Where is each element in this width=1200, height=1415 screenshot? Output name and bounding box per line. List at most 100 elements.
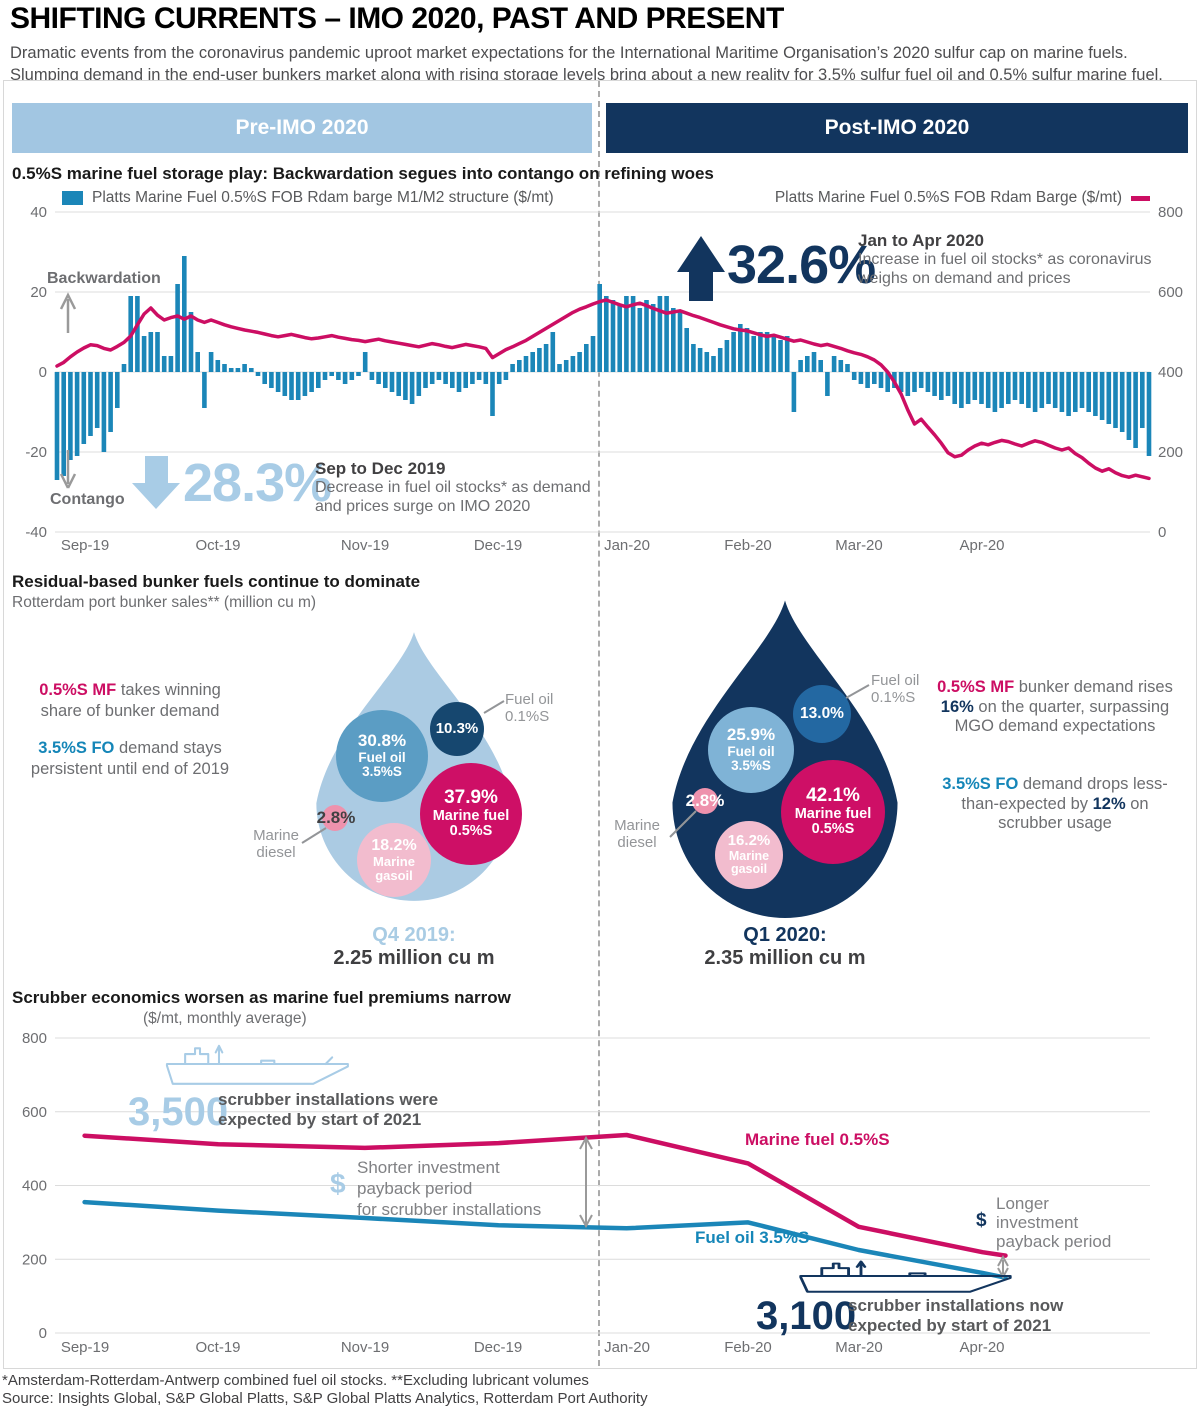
page-subtitle: Dramatic events from the coronavirus pan…: [10, 44, 1163, 84]
m1m2-bar: [1086, 372, 1091, 412]
m1m2-bar: [168, 356, 174, 372]
m1m2-bar: [523, 356, 529, 372]
m1m2-bar: [831, 356, 837, 372]
m1m2-bar: [932, 372, 937, 396]
pre-scrubber-text: scrubber installations were expected by …: [218, 1090, 439, 1129]
m1m2-bar: [369, 372, 375, 380]
m1m2-bar: [731, 332, 736, 372]
m1m2-bar: [952, 372, 957, 404]
storage-chart-title: 0.5%S marine fuel storage play: Backward…: [12, 164, 714, 183]
bar-legend-label: Platts Marine Fuel 0.5%S FOB Rdam barge …: [92, 189, 554, 206]
m1m2-bar: [1113, 372, 1118, 428]
ship-icon-pre-imo: [165, 1044, 349, 1085]
contango-arrow-icon: [59, 450, 77, 489]
m1m2-bar: [939, 372, 944, 400]
m1m2-bar: [135, 296, 140, 372]
m1m2-bar: [416, 372, 422, 396]
q4-total-value: 2.25 million cu m: [333, 947, 495, 969]
bubble-q4-marine-gasoil: 18.2% Marine gasoil: [357, 823, 431, 897]
m1m2-bar: [249, 368, 254, 372]
bunker-right-note: 0.5%S MF bunker demand rises 16% on the …: [937, 678, 1173, 735]
m1m2-bar: [805, 356, 810, 372]
m1m2-bar: [644, 300, 649, 372]
bubble-q1-marine-gasoil: 16.2% Marine gasoil: [715, 821, 783, 889]
m1m2-bar: [825, 372, 830, 396]
m1m2-bar: [999, 372, 1004, 408]
m1m2-bar: [851, 372, 857, 380]
x-axis-tick: Dec-19: [474, 537, 522, 554]
bubble-q4-marine-diesel: [322, 805, 348, 831]
right-axis-tick: 0: [1158, 524, 1166, 541]
m1m2-bar: [316, 372, 321, 388]
m1m2-bar: [617, 304, 622, 372]
storage-chart: 40 800 20 600 0 400 -20 200 -40 0 Sep-19 Oct-19 Nov-…: [25, 204, 1183, 554]
m1m2-bar: [724, 340, 730, 372]
m1m2-bar: [1012, 372, 1018, 400]
longer-payback-arrow-icon: [997, 1254, 1009, 1280]
m1m2-bar: [811, 352, 817, 372]
x-axis-tick: Jan-20: [604, 537, 650, 554]
banner-post-imo-2020: Post-IMO 2020: [606, 103, 1188, 153]
q1-total-value: 2.35 million cu m: [704, 947, 866, 969]
m1m2-bar: [664, 296, 669, 372]
m1m2-bar: [590, 336, 596, 372]
shorter-payback-note: Shorter investment payback period for sc…: [357, 1158, 542, 1219]
m1m2-bar: [450, 372, 455, 388]
m1m2-bar: [744, 328, 750, 372]
m1m2-bar: [650, 304, 656, 372]
m1m2-bar: [751, 336, 756, 372]
y-axis-tick: 200: [22, 1251, 47, 1268]
m1m2-bar: [101, 372, 107, 452]
q1-fuel-oil-01-label: Fuel oil 0.1%S: [871, 672, 920, 706]
q4-marine-diesel-label: Marine diesel: [253, 827, 299, 861]
m1m2-bar: [711, 356, 716, 372]
x-axis-tick: Sep-19: [61, 1339, 109, 1356]
m1m2-bar: [985, 372, 991, 408]
backwardation-label: Backwardation: [47, 270, 161, 287]
marine-fuel-line-label: Marine fuel 0.5%S: [745, 1130, 890, 1149]
y-axis-tick: 0: [39, 1325, 47, 1342]
m1m2-bar: [1006, 372, 1011, 404]
m1m2-bar: [470, 372, 475, 384]
m1m2-bar: [604, 296, 609, 372]
m1m2-bar: [704, 352, 710, 372]
m1m2-bar: [771, 336, 777, 372]
bar-legend-swatch: [62, 191, 83, 205]
m1m2-bar: [215, 360, 221, 372]
shorter-payback-arrow-icon: [579, 1135, 593, 1229]
m1m2-bar: [1079, 372, 1085, 408]
q1-marine-diesel-label: Marine diesel: [614, 817, 660, 851]
x-axis-tick: Jan-20: [604, 1339, 650, 1356]
m1m2-bar: [336, 372, 341, 380]
left-axis-tick: -20: [25, 444, 47, 461]
banner-pre-imo-2020: Pre-IMO 2020: [12, 103, 592, 153]
storage-chart-line-legend: Platts Marine Fuel 0.5%S FOB Rdam Barge …: [775, 189, 1150, 207]
m1m2-bar: [155, 332, 160, 372]
right-axis-tick: 200: [1158, 444, 1183, 461]
m1m2-bar: [309, 372, 314, 392]
x-axis-tick: Oct-19: [195, 537, 240, 554]
m1m2-bar: [865, 372, 870, 388]
m1m2-bar: [54, 372, 60, 480]
y-axis-tick: 600: [22, 1104, 47, 1121]
m1m2-bar: [1073, 372, 1078, 412]
big-up-arrow-icon: [677, 236, 725, 301]
bubble-q4-marine-diesel-pct: 2.8%: [316, 808, 356, 827]
m1m2-bar: [697, 348, 703, 372]
left-axis-tick: 0: [39, 364, 47, 381]
page-title: SHIFTING CURRENTS – IMO 2020, PAST AND P…: [10, 2, 784, 35]
m1m2-bar: [121, 364, 127, 372]
m1m2-bar: [543, 344, 549, 372]
x-axis-tick: Feb-20: [724, 537, 772, 554]
m1m2-bar: [1093, 372, 1098, 416]
contango-label: Contango: [50, 491, 125, 508]
m1m2-bar: [403, 372, 408, 400]
m1m2-bar: [322, 372, 328, 380]
m1m2-bar: [845, 364, 850, 372]
m1m2-bar: [798, 360, 803, 372]
m1m2-bar: [362, 352, 368, 372]
m1m2-bar: [409, 372, 415, 404]
m1m2-bar: [456, 372, 462, 392]
post-scrubber-count: 3,100: [756, 1294, 857, 1338]
right-axis-tick: 600: [1158, 284, 1183, 301]
